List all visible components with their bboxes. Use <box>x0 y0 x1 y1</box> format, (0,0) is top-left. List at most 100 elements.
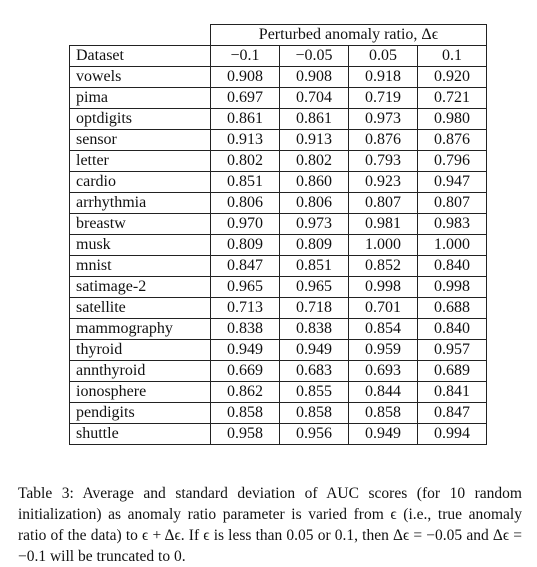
auc-value-cell: 0.847 <box>417 402 487 424</box>
auc-value-cell: 0.669 <box>210 360 280 382</box>
column-header: −0.1 <box>210 45 280 67</box>
auc-value-cell: 0.851 <box>279 255 349 277</box>
auc-value-cell: 0.956 <box>279 423 349 445</box>
table-row: letter 0.802 0.802 0.793 0.796 <box>69 150 487 172</box>
auc-value-cell: 0.838 <box>279 318 349 340</box>
table-caption: Table 3: Average and standard deviation … <box>18 484 522 565</box>
auc-value-cell: 0.807 <box>348 192 418 214</box>
auc-value-cell: 1.000 <box>348 234 418 256</box>
column-header: 0.1 <box>417 45 487 67</box>
auc-value-cell: 0.861 <box>210 108 280 130</box>
perturbed-ratio-header: Perturbed anomaly ratio, Δϵ <box>210 24 487 46</box>
column-header: −0.05 <box>279 45 349 67</box>
auc-value-cell: 0.862 <box>210 381 280 403</box>
auc-value-cell: 0.851 <box>210 171 280 193</box>
auc-value-cell: 0.957 <box>417 339 487 361</box>
auc-value-cell: 0.958 <box>210 423 280 445</box>
auc-value-cell: 0.806 <box>279 192 349 214</box>
dataset-name-cell: pima <box>69 87 211 109</box>
auc-value-cell: 0.844 <box>348 381 418 403</box>
auc-value-cell: 0.809 <box>279 234 349 256</box>
dataset-header: Dataset <box>69 45 211 67</box>
dataset-name-cell: ionosphere <box>69 381 211 403</box>
auc-value-cell: 0.854 <box>348 318 418 340</box>
auc-value-cell: 0.689 <box>417 360 487 382</box>
auc-value-cell: 0.683 <box>279 360 349 382</box>
auc-value-cell: 0.973 <box>348 108 418 130</box>
auc-value-cell: 0.841 <box>417 381 487 403</box>
auc-value-cell: 0.704 <box>279 87 349 109</box>
auc-value-cell: 0.858 <box>279 402 349 424</box>
auc-value-cell: 0.908 <box>279 66 349 88</box>
auc-value-cell: 0.949 <box>279 339 349 361</box>
auc-value-cell: 0.693 <box>348 360 418 382</box>
table-row: vowels 0.908 0.908 0.918 0.920 <box>69 66 487 88</box>
auc-value-cell: 0.861 <box>279 108 349 130</box>
group-header-row: Perturbed anomaly ratio, Δϵ <box>69 24 487 46</box>
table-row: musk 0.809 0.809 1.000 1.000 <box>69 234 487 256</box>
table-row: thyroid 0.949 0.949 0.959 0.957 <box>69 339 487 361</box>
dataset-name-cell: satellite <box>69 297 211 319</box>
dataset-name-cell: satimage-2 <box>69 276 211 298</box>
auc-value-cell: 0.908 <box>210 66 280 88</box>
dataset-name-cell: mammography <box>69 318 211 340</box>
header-blank-cell <box>69 24 211 46</box>
auc-value-cell: 0.998 <box>417 276 487 298</box>
dataset-name-cell: breastw <box>69 213 211 235</box>
auc-value-cell: 0.949 <box>210 339 280 361</box>
auc-value-cell: 0.855 <box>279 381 349 403</box>
auc-value-cell: 0.959 <box>348 339 418 361</box>
auc-value-cell: 0.701 <box>348 297 418 319</box>
dataset-name-cell: sensor <box>69 129 211 151</box>
dataset-name-cell: thyroid <box>69 339 211 361</box>
auc-value-cell: 0.876 <box>417 129 487 151</box>
auc-value-cell: 0.860 <box>279 171 349 193</box>
table-row: breastw 0.970 0.973 0.981 0.983 <box>69 213 487 235</box>
auc-value-cell: 0.721 <box>417 87 487 109</box>
dataset-name-cell: letter <box>69 150 211 172</box>
auc-value-cell: 0.847 <box>210 255 280 277</box>
table-row: annthyroid 0.669 0.683 0.693 0.689 <box>69 360 487 382</box>
auc-value-cell: 0.840 <box>417 255 487 277</box>
auc-value-cell: 0.840 <box>417 318 487 340</box>
auc-value-cell: 0.994 <box>417 423 487 445</box>
auc-value-cell: 0.802 <box>279 150 349 172</box>
dataset-name-cell: musk <box>69 234 211 256</box>
table-row: pendigits 0.858 0.858 0.858 0.847 <box>69 402 487 424</box>
auc-value-cell: 0.918 <box>348 66 418 88</box>
auc-value-cell: 0.923 <box>348 171 418 193</box>
auc-value-cell: 0.719 <box>348 87 418 109</box>
dataset-name-cell: vowels <box>69 66 211 88</box>
auc-value-cell: 0.806 <box>210 192 280 214</box>
auc-value-cell: 1.000 <box>417 234 487 256</box>
table-row: satimage-2 0.965 0.965 0.998 0.998 <box>69 276 487 298</box>
table-row: mammography 0.838 0.838 0.854 0.840 <box>69 318 487 340</box>
auc-value-cell: 0.838 <box>210 318 280 340</box>
auc-value-cell: 0.697 <box>210 87 280 109</box>
auc-value-cell: 0.981 <box>348 213 418 235</box>
auc-value-cell: 0.809 <box>210 234 280 256</box>
dataset-name-cell: arrhythmia <box>69 192 211 214</box>
auc-value-cell: 0.852 <box>348 255 418 277</box>
auc-value-cell: 0.793 <box>348 150 418 172</box>
auc-value-cell: 0.718 <box>279 297 349 319</box>
column-header-row: Dataset −0.1 −0.05 0.05 0.1 <box>69 45 487 67</box>
table-row: mnist 0.847 0.851 0.852 0.840 <box>69 255 487 277</box>
auc-value-cell: 0.688 <box>417 297 487 319</box>
table-row: ionosphere 0.862 0.855 0.844 0.841 <box>69 381 487 403</box>
auc-value-cell: 0.920 <box>417 66 487 88</box>
auc-value-cell: 0.802 <box>210 150 280 172</box>
auc-value-cell: 0.858 <box>210 402 280 424</box>
auc-value-cell: 0.807 <box>417 192 487 214</box>
auc-value-cell: 0.796 <box>417 150 487 172</box>
auc-value-cell: 0.980 <box>417 108 487 130</box>
table-row: cardio 0.851 0.860 0.923 0.947 <box>69 171 487 193</box>
dataset-name-cell: mnist <box>69 255 211 277</box>
table-row: satellite 0.713 0.718 0.701 0.688 <box>69 297 487 319</box>
dataset-name-cell: optdigits <box>69 108 211 130</box>
auc-value-cell: 0.970 <box>210 213 280 235</box>
table-row: pima 0.697 0.704 0.719 0.721 <box>69 87 487 109</box>
auc-value-cell: 0.973 <box>279 213 349 235</box>
table-row: optdigits 0.861 0.861 0.973 0.980 <box>69 108 487 130</box>
